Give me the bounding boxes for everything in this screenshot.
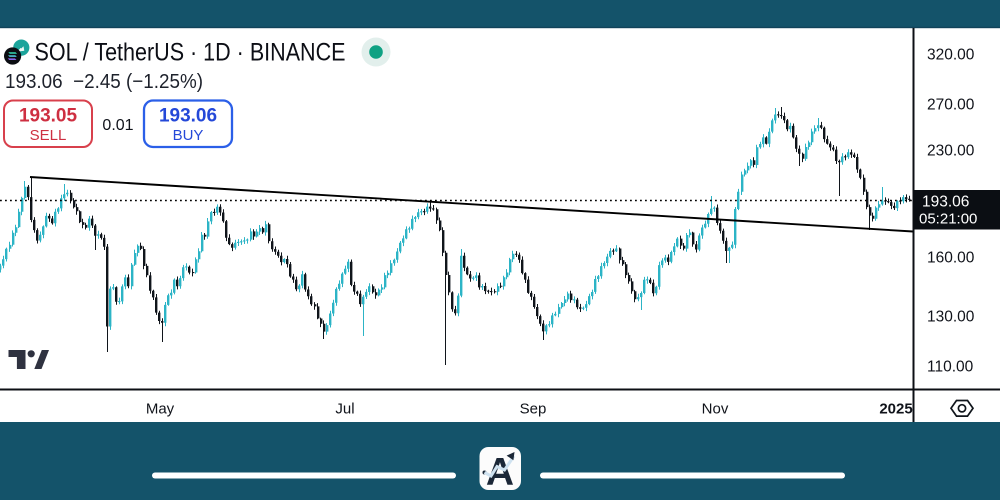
svg-text:160.00: 160.00: [927, 250, 975, 267]
svg-text:Sep: Sep: [520, 401, 547, 418]
svg-text:110.00: 110.00: [927, 359, 974, 376]
svg-text:SELL: SELL: [30, 127, 67, 144]
svg-text:193.05: 193.05: [19, 106, 78, 127]
svg-text:Nov: Nov: [702, 401, 729, 418]
svg-text:193.06: 193.06: [922, 194, 969, 211]
svg-text:Jul: Jul: [335, 401, 354, 418]
svg-text:130.00: 130.00: [927, 309, 975, 326]
svg-text:SOL / TetherUS · 1D · BINANCE: SOL / TetherUS · 1D · BINANCE: [35, 39, 346, 67]
svg-text:05:21:00: 05:21:00: [919, 211, 977, 228]
svg-text:BUY: BUY: [173, 127, 204, 144]
svg-text:193.06: 193.06: [159, 106, 217, 127]
svg-text:193.06 −2.45 (−1.25%): 193.06 −2.45 (−1.25%): [5, 70, 203, 93]
svg-text:2025: 2025: [879, 401, 912, 418]
svg-text:320.00: 320.00: [927, 47, 975, 64]
svg-text:May: May: [146, 401, 175, 418]
svg-text:270.00: 270.00: [927, 97, 975, 114]
svg-text:0.01: 0.01: [102, 117, 133, 134]
svg-text:230.00: 230.00: [927, 143, 975, 160]
svg-text:A: A: [486, 451, 514, 494]
